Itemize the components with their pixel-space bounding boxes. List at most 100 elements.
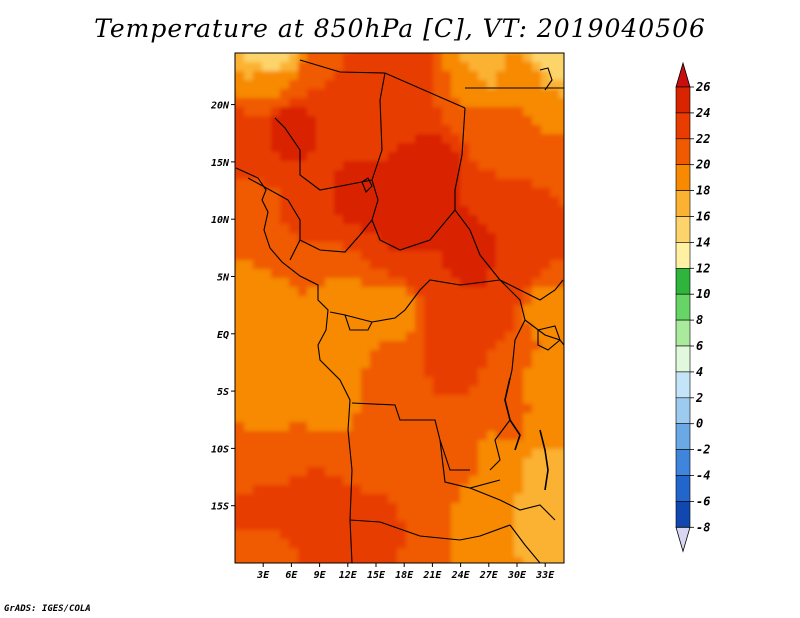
field-cell [397,395,407,405]
field-cell [523,431,533,441]
field-cell [415,206,425,216]
field-cell [235,269,245,279]
field-cell [478,449,488,459]
field-cell [334,278,344,288]
field-cell [334,557,344,563]
field-cell [505,224,515,234]
field-cell [442,71,452,81]
field-cell [271,530,281,540]
field-cell [442,467,452,477]
field-cell [415,404,425,414]
field-cell [406,440,416,450]
field-cell [244,467,254,477]
field-cell [451,125,461,135]
field-cell [253,332,263,342]
field-cell [568,206,578,216]
field-cell [442,485,452,495]
field-cell [451,503,461,513]
field-cell [406,287,416,297]
field-cell [460,215,470,225]
field-cell [496,170,506,180]
field-cell [298,422,308,432]
field-cell [343,170,353,180]
field-cell [496,341,506,351]
field-cell [541,269,551,279]
colorbar-swatch [675,371,691,399]
field-cell [496,323,506,333]
field-cell [523,512,533,522]
field-cell [532,170,542,180]
field-cell [460,467,470,477]
field-cell [388,413,398,423]
field-cell [460,89,470,99]
field-cell [460,377,470,387]
field-cell [568,377,578,387]
field-cell [361,170,371,180]
field-cell [334,170,344,180]
field-cell [478,179,488,189]
field-cell [496,197,506,207]
field-cell [289,287,299,297]
field-cell [370,116,380,126]
field-cell [478,215,488,225]
field-cell [280,521,290,531]
field-cell [442,566,452,576]
field-cell [343,386,353,396]
field-cell [469,287,479,297]
field-cell [415,53,425,63]
field-cell [559,467,564,477]
field-cell [514,143,524,153]
field-cell [451,557,461,563]
field-cell [469,242,479,252]
field-cell [370,413,380,423]
field-cell [460,296,470,306]
field-cell [280,161,290,171]
field-cell [244,314,254,324]
field-cell [496,206,506,216]
field-cell [559,206,564,216]
field-cell [496,260,506,270]
field-cell [496,287,506,297]
field-cell [352,377,362,387]
field-cell [343,206,353,216]
field-cell [568,539,578,549]
field-cell [469,188,479,198]
field-cell [325,512,335,522]
field-cell [307,467,317,477]
field-cell [316,323,326,333]
field-cell [235,368,245,378]
field-cell [388,422,398,432]
field-cell [361,53,371,63]
field-cell [568,197,578,207]
field-cell [262,431,272,441]
field-cell [406,314,416,324]
field-cell [289,125,299,135]
field-cell [451,242,461,252]
field-cell [352,557,362,563]
field-cell [244,134,254,144]
field-cell [370,557,380,563]
field-cell [370,89,380,99]
field-cell [424,107,434,117]
field-cell [370,440,380,450]
field-cell [478,323,488,333]
field-cell [352,494,362,504]
field-cell [352,98,362,108]
field-cell [550,305,560,315]
field-cell [406,233,416,243]
field-cell [460,224,470,234]
field-cell [280,386,290,396]
field-cell [532,278,542,288]
field-cell [307,512,317,522]
field-cell [496,296,506,306]
field-cell [532,359,542,369]
field-cell [379,359,389,369]
field-cell [478,341,488,351]
field-cell [451,458,461,468]
field-cell [559,80,564,90]
field-cell [478,278,488,288]
field-cell [379,305,389,315]
field-cell [307,170,317,180]
field-cell [316,305,326,315]
field-cell [361,251,371,261]
